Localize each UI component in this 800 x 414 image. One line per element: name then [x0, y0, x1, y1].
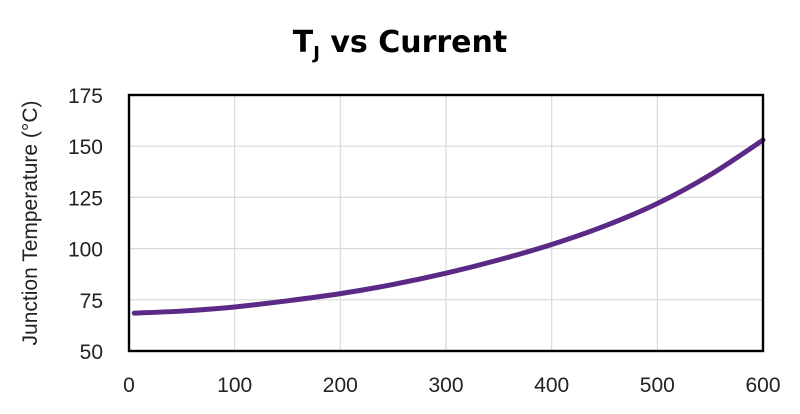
x-tick-label: 0	[123, 374, 135, 397]
x-tick-label: 300	[428, 374, 463, 397]
y-tick-label: 75	[80, 290, 103, 313]
chart-title: TJ vs Current	[293, 25, 507, 64]
gridlines	[128, 94, 764, 352]
plot-frame	[127, 93, 765, 353]
x-tick-label: 400	[534, 374, 569, 397]
x-tick-labels: 0 100 200 300 400 500 600	[123, 374, 780, 397]
y-tick-label: 50	[80, 341, 103, 364]
x-tick-label: 200	[323, 374, 358, 397]
x-tick-label: 100	[217, 374, 252, 397]
x-tick-label: 500	[640, 374, 675, 397]
series-line	[131, 137, 766, 316]
x-tick-label: 600	[745, 374, 780, 397]
y-tick-label: 100	[68, 239, 103, 262]
y-axis-label: Junction Temperature (°C)	[19, 101, 42, 346]
y-tick-label: 175	[68, 85, 103, 108]
y-tick-label: 125	[68, 187, 103, 210]
y-tick-label: 150	[68, 136, 103, 159]
series-layer	[131, 137, 766, 316]
y-tick-labels: 50 75 100 125 150 175	[68, 85, 103, 364]
